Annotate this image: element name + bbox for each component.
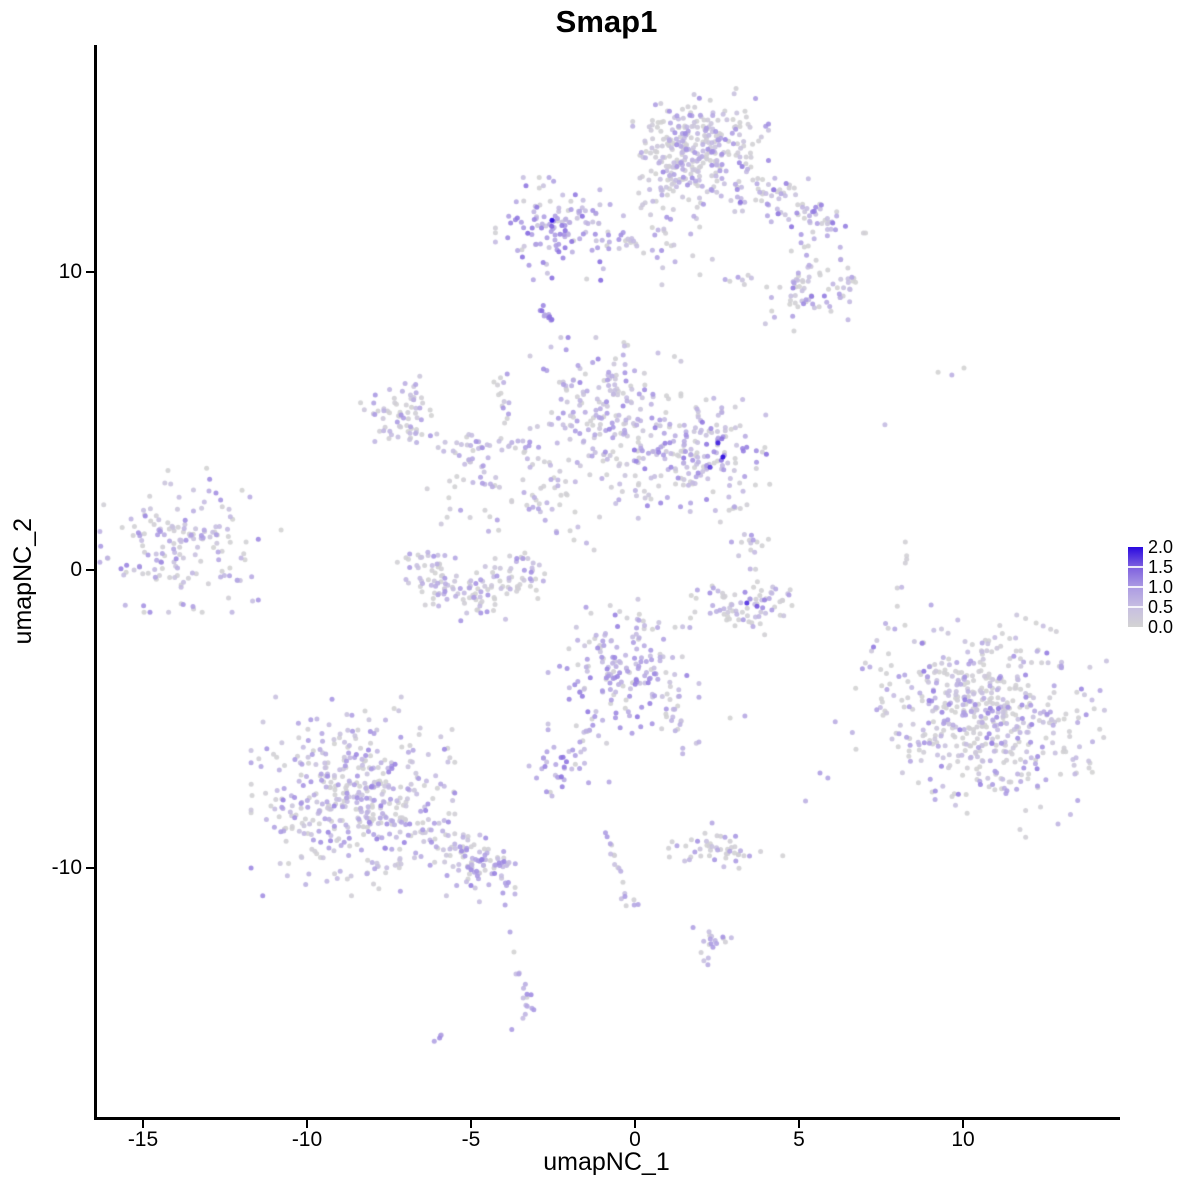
y-tick-label: 0 xyxy=(70,558,82,581)
x-tick xyxy=(142,1120,144,1128)
x-axis-line xyxy=(94,1117,1120,1120)
y-tick-label: 10 xyxy=(58,260,82,283)
colorbar-label: 0.5 xyxy=(1148,597,1174,617)
x-tick-label: 0 xyxy=(629,1128,641,1151)
x-tick-label: -10 xyxy=(291,1128,323,1151)
plot-title: Smap1 xyxy=(555,4,658,39)
colorbar-tick xyxy=(1128,586,1143,588)
x-tick-label: -15 xyxy=(127,1128,159,1151)
x-axis-title: umapNC_1 xyxy=(543,1148,670,1176)
x-tick-label: 10 xyxy=(951,1128,975,1151)
colorbar-label: 1.0 xyxy=(1148,577,1174,597)
colorbar-label: 0.0 xyxy=(1148,617,1174,637)
y-tick xyxy=(86,569,94,571)
colorbar-label: 1.5 xyxy=(1148,557,1174,577)
x-tick xyxy=(962,1120,964,1128)
y-tick-label: -10 xyxy=(51,856,82,879)
x-tick-label: 5 xyxy=(793,1128,805,1151)
y-axis-title: umapNC_2 xyxy=(8,518,37,645)
x-tick xyxy=(798,1120,800,1128)
x-tick xyxy=(634,1120,636,1128)
y-tick xyxy=(86,867,94,869)
y-axis-line xyxy=(94,45,97,1120)
x-tick xyxy=(470,1120,472,1128)
x-tick-label: -5 xyxy=(461,1128,481,1151)
x-tick xyxy=(306,1120,308,1128)
y-tick xyxy=(86,271,94,273)
colorbar-label: 2.0 xyxy=(1148,537,1174,557)
colorbar-tick xyxy=(1128,566,1143,568)
colorbar-tick xyxy=(1128,606,1143,608)
